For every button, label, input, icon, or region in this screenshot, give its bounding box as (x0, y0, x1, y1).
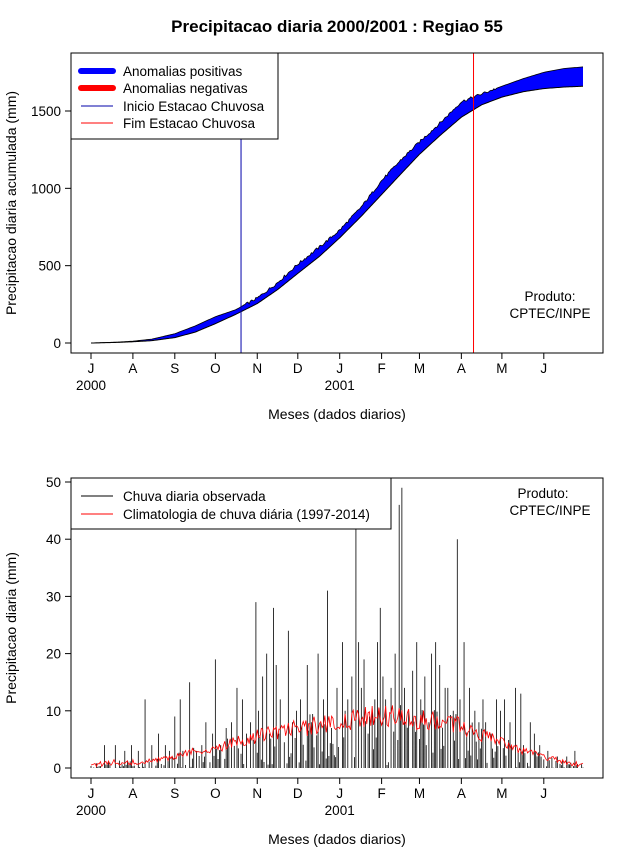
x-tick-label: O (210, 361, 221, 376)
y-tick-label: 1000 (31, 181, 61, 196)
x-tick-label: J (540, 361, 547, 376)
climatology-accumulated-line (90, 85, 584, 344)
bottom-product-source: CPTEC/INPE (509, 503, 590, 518)
x-tick-label: M (496, 361, 507, 376)
chart-title: Precipitacao diaria 2000/2001 : Regiao 5… (171, 17, 503, 36)
x-tick-label: D (293, 786, 303, 801)
top-product-source: CPTEC/INPE (509, 306, 590, 321)
x-tick-label: N (252, 361, 262, 376)
x-tick-label: J (88, 786, 95, 801)
x-tick-label: A (457, 361, 466, 376)
top-legend: Anomalias positivas Anomalias negativas … (70, 52, 279, 140)
bottom-legend: Chuva diaria observada Climatologia de c… (70, 477, 392, 530)
legend-label-climatology: Climatologia de chuva diária (1997-2014) (123, 507, 370, 522)
x-tick-label: O (210, 786, 221, 801)
top-product-label: Produto: (524, 289, 575, 304)
top-y-axis-label: Precipitacao diaria acumulada (mm) (3, 91, 19, 315)
climatology-daily-rain (90, 705, 584, 768)
legend-label-negative: Anomalias negativas (123, 81, 248, 96)
x-year-label: 2001 (325, 378, 355, 393)
legend-label-positive: Anomalias positivas (123, 64, 243, 79)
y-tick-label: 40 (46, 532, 61, 547)
bottom-product-label: Produto: (517, 486, 568, 501)
y-tick-label: 30 (46, 589, 61, 604)
bottom-y-axis: 0 10 20 30 40 50 (46, 475, 72, 776)
y-tick-label: 20 (46, 647, 61, 662)
observed-accumulated-line (90, 66, 584, 344)
y-tick-label: 10 (46, 704, 61, 719)
bottom-legend-box (70, 477, 392, 530)
bottom-y-axis-label: Precipitacao diaria (mm) (3, 552, 19, 704)
top-y-axis: 0 500 1000 1500 (31, 104, 72, 351)
y-tick-label: 0 (53, 336, 61, 351)
top-x-axis-label: Meses (dados diarios) (268, 406, 406, 422)
x-year-label: 2000 (76, 378, 106, 393)
bottom-x-axis-label: Meses (dados diarios) (268, 831, 406, 847)
x-tick-label: J (336, 361, 343, 376)
x-tick-label: J (540, 786, 547, 801)
x-tick-label: M (496, 786, 507, 801)
y-tick-label: 1500 (31, 104, 61, 119)
x-tick-label: N (252, 786, 262, 801)
bottom-data-layer (90, 487, 584, 768)
legend-label-end: Fim Estacao Chuvosa (123, 116, 256, 131)
top-legend-box (70, 52, 279, 140)
legend-label-start: Inicio Estacao Chuvosa (123, 99, 265, 114)
y-tick-label: 50 (46, 475, 61, 490)
x-tick-label: M (414, 786, 425, 801)
y-tick-label: 0 (53, 761, 61, 776)
x-tick-label: J (336, 786, 343, 801)
x-tick-label: M (414, 361, 425, 376)
x-tick-label: F (377, 786, 385, 801)
observed-daily-rain (90, 487, 584, 768)
bottom-x-axis: J A S O N D J F M A M J 2000 2001 (76, 777, 547, 818)
x-tick-label: S (170, 361, 179, 376)
top-x-axis: J A S O N D J F M A M J 2000 2001 (76, 352, 547, 393)
x-year-label: 2001 (325, 803, 355, 818)
x-tick-label: D (293, 361, 303, 376)
bottom-panel: 0 10 20 30 40 50 J A S O N D J F M A M J 2000 2001 Precipi… (3, 475, 604, 847)
x-tick-label: J (88, 361, 95, 376)
y-tick-label: 500 (38, 259, 61, 274)
x-tick-label: A (128, 361, 137, 376)
x-tick-label: A (457, 786, 466, 801)
legend-label-observed: Chuva diaria observada (123, 489, 266, 504)
x-year-label: 2000 (76, 803, 106, 818)
x-tick-label: F (377, 361, 385, 376)
x-tick-label: S (170, 786, 179, 801)
x-tick-label: A (128, 786, 137, 801)
top-panel: Precipitacao diaria 2000/2001 : Regiao 5… (3, 17, 604, 422)
